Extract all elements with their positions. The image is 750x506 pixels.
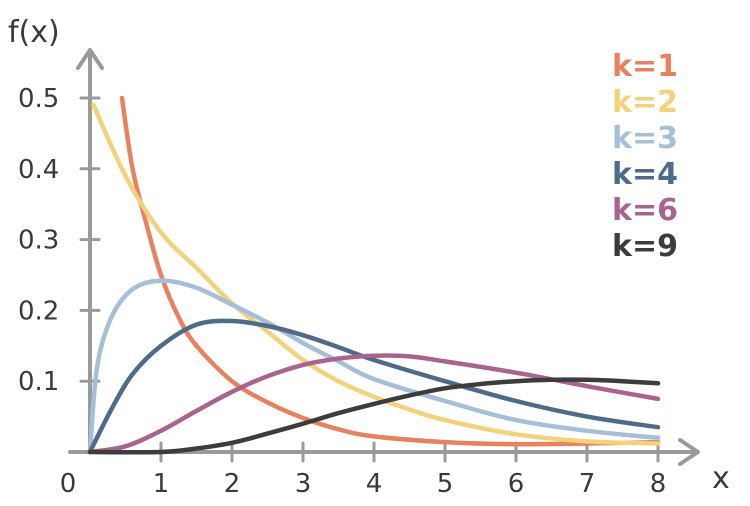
x-tick-label: 1: [153, 469, 170, 499]
y-tick-label: 0.3: [18, 226, 59, 256]
legend: k=1k=2k=3k=4k=6k=9: [612, 49, 678, 264]
x-tick-label: 7: [579, 469, 596, 499]
x-tick-label: 6: [508, 469, 525, 499]
legend-entry: k=4: [612, 157, 678, 192]
series-line-k2: [91, 102, 661, 446]
x-tick-label: 3: [295, 469, 312, 499]
series-line-k1: [119, 95, 661, 447]
y-tick-label: 0.5: [18, 84, 59, 114]
legend-entry: k=6: [612, 193, 678, 228]
x-tick-label: 4: [366, 469, 383, 499]
y-axis-title: f(x): [8, 15, 60, 50]
x-axis-title: x: [712, 461, 730, 496]
y-axis: [76, 48, 104, 454]
series-line-k4: [87, 318, 661, 455]
legend-entry: k=9: [612, 229, 678, 264]
series-line-k3: [87, 278, 661, 455]
x-tick-label: 8: [650, 469, 667, 499]
tick-labels: 0 1 2 3 4 5 6 7 8 0.1 0.2 0.3 0.4 0.5: [18, 84, 666, 499]
legend-entry: k=3: [612, 121, 678, 156]
series-lines: [87, 95, 661, 455]
y-tick-label: 0.1: [18, 367, 59, 397]
series-line-k6: [87, 353, 661, 455]
legend-entry: k=2: [612, 85, 678, 120]
x-tick-label: 0: [60, 469, 77, 499]
x-tick-label: 2: [224, 469, 241, 499]
series-line-k9: [87, 377, 661, 455]
y-tick-label: 0.4: [18, 155, 59, 185]
x-tick-label: 5: [437, 469, 454, 499]
legend-entry: k=1: [612, 49, 678, 84]
y-tick-label: 0.2: [18, 296, 59, 326]
